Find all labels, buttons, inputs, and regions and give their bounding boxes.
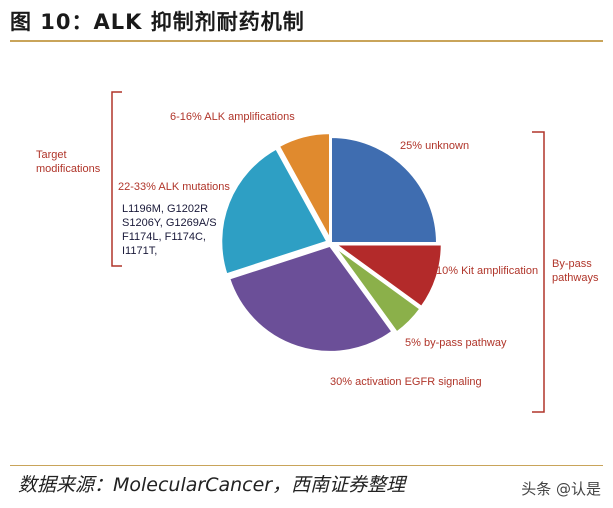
bypass-pathways-label-line1: By-pass — [552, 258, 592, 270]
pie-slices — [220, 132, 443, 353]
pie-slice — [220, 147, 329, 276]
source-note: 数据来源：MolecularCancer，西南证券整理 — [18, 474, 406, 496]
target-modifications-bracket — [111, 91, 122, 267]
figure-title: 图 10：ALK 抑制剂耐药机制 — [10, 10, 305, 34]
pie-slice — [330, 135, 439, 244]
title-rule — [10, 40, 603, 42]
pie-slice — [332, 243, 443, 309]
mutation-list-line: I1171T, — [122, 245, 157, 257]
slice-label-alk-mutations: 22-33% ALK mutations — [118, 181, 230, 193]
slice-label-kit-amplification: 10% Kit amplification — [436, 265, 538, 277]
pie-slice — [228, 244, 394, 353]
watermark: 头条 @认是 — [521, 480, 601, 498]
target-modifications-label-line2: modifications — [36, 163, 101, 175]
bypass-pathways-bracket — [532, 131, 545, 413]
slice-label-bypass-pathway: 5% by-pass pathway — [405, 337, 507, 349]
target-modifications-label-line1: Target — [36, 149, 67, 161]
mutation-list-line: L1196M, G1202R — [122, 203, 208, 215]
slice-label-unknown: 25% unknown — [400, 140, 469, 152]
source-rule — [10, 465, 603, 466]
slice-label-egfr-signaling: 30% activation EGFR signaling — [330, 376, 482, 388]
pie-slice — [333, 245, 422, 334]
slice-label-alk-amplifications: 6-16% ALK amplifications — [170, 111, 295, 123]
bypass-pathways-label-line2: pathways — [552, 272, 599, 284]
mutation-list-line: S1206Y, G1269A/S — [122, 217, 217, 229]
pie-slice — [277, 132, 332, 240]
mutation-list-line: F1174L, F1174C, — [122, 231, 206, 243]
